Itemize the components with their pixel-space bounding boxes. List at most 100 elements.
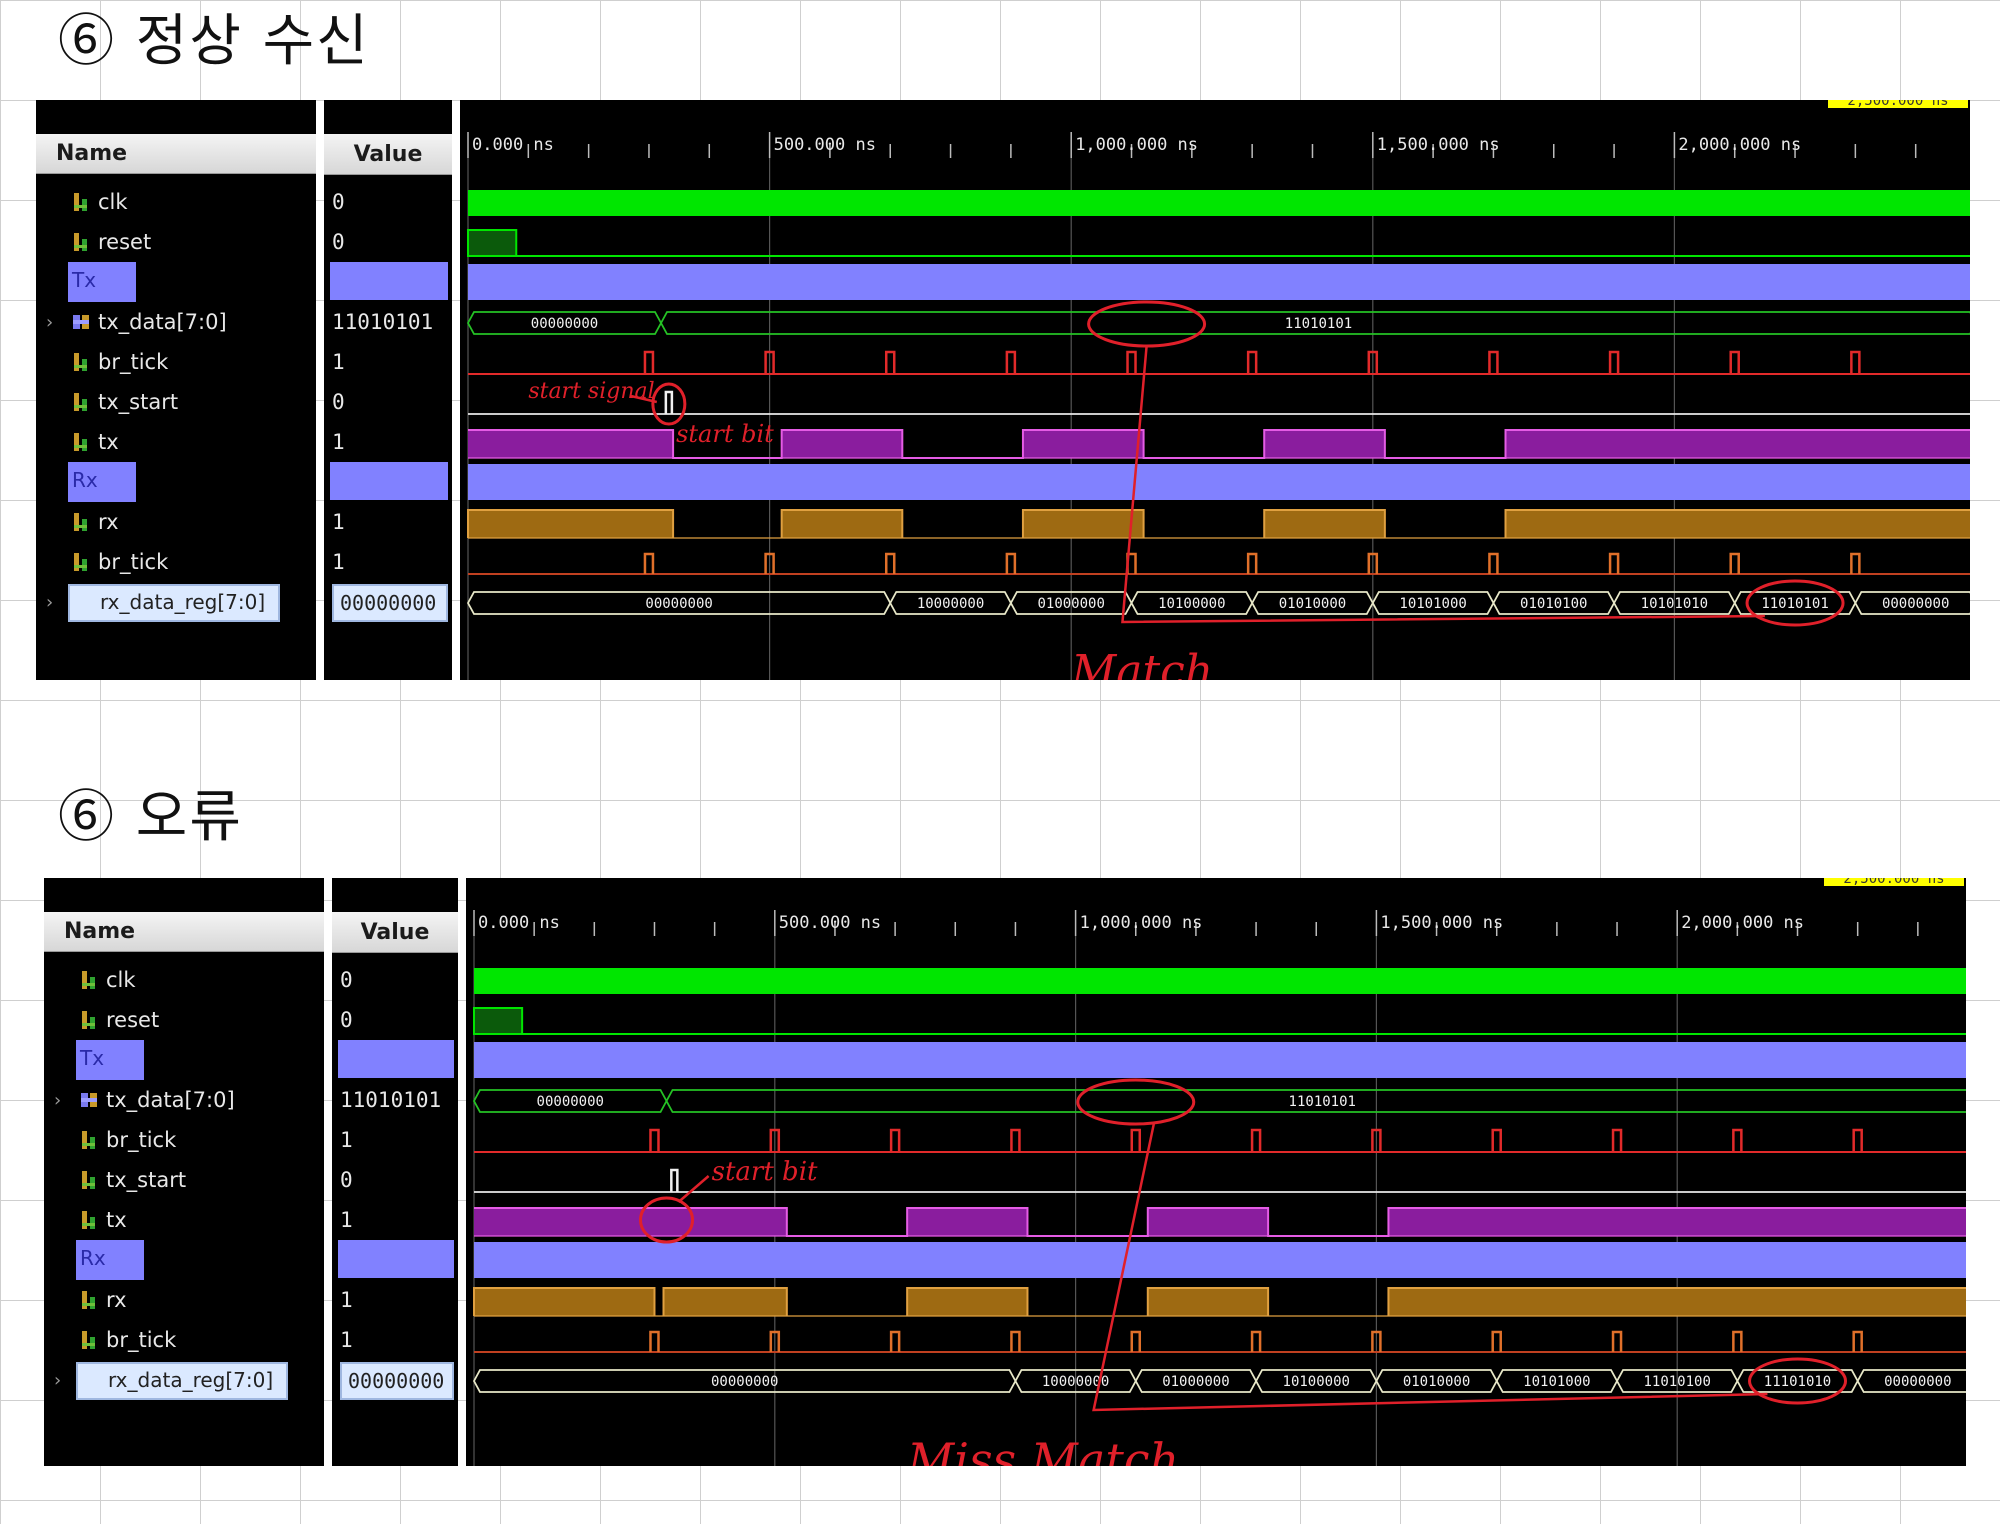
tx-data-bus: 00000000 11010101 [472,1089,1966,1113]
signal-row[interactable]: › tx_data[7:0] [36,302,316,342]
signal-value: 0 [332,390,345,414]
bus-value-label: 01010000 [1279,596,1346,612]
time-axis-label: 1,500.000 ns [1377,135,1500,155]
signal-icon [80,1289,98,1311]
signal-value: 1 [332,350,345,374]
signal-name-selected[interactable]: rx_data_reg[7:0] [76,1362,288,1400]
heading-error: ⑥ 오류 [58,785,243,850]
value-column-header[interactable]: Value [324,134,452,175]
signal-row[interactable]: br_tick [44,1120,324,1160]
bus-value-label: 01000000 [1037,596,1104,612]
signal-group-tx[interactable]: Tx [68,262,136,302]
signal-value: 1 [340,1288,353,1312]
bus-value-label: 11101010 [1764,1374,1831,1390]
expand-chevron-icon[interactable]: › [54,1369,62,1391]
bus-value-label: 10100000 [1283,1374,1350,1390]
signal-row[interactable]: tx_start [44,1160,324,1200]
group-value-bar [330,462,448,500]
signal-row[interactable]: rx [36,502,316,542]
signal-value: 1 [340,1208,353,1232]
signal-row[interactable]: br_tick [36,342,316,382]
signal-value: 0 [332,230,345,254]
signal-value: 1 [340,1328,353,1352]
cursor-time-label: 2,500.000 ns [1843,878,1944,887]
clk-wave [468,190,1970,216]
annotation-miss-match: Miss Match [906,1433,1179,1466]
signal-name: reset [98,230,152,254]
value-column-header[interactable]: Value [332,912,458,953]
annotation-start-bit: start bit [712,1157,818,1187]
signal-value: 0 [340,1168,353,1192]
signal-name-selected[interactable]: rx_data_reg[7:0] [68,584,280,622]
reset-wave [467,229,1970,257]
name-column-header[interactable]: Name [44,912,324,952]
expand-chevron-icon[interactable]: › [46,311,54,333]
br-tick-wave [468,350,1970,375]
waveform-area: 2,500.000 ns 0.000 ns 500.000 ns 1,000.000 … [466,878,1966,1466]
signal-name: clk [106,968,136,992]
tx-start-wave [468,390,1970,415]
time-axis-label: 1,000.000 ns [1075,135,1198,155]
signal-row[interactable]: reset [44,1000,324,1040]
signal-row[interactable]: › rx_data_reg[7:0] [36,582,316,622]
cursor-marker[interactable]: 2,500.000 ns [1828,100,1968,109]
waveform-canvas[interactable]: 2,500.000 ns 0.000 ns 500.000 ns 1,000.000 … [460,100,1970,680]
time-axis-label: 500.000 ns [774,135,876,155]
time-axis-label: 2,000.000 ns [1678,135,1801,155]
signal-row[interactable]: clk [36,182,316,222]
name-column-header[interactable]: Name [36,134,316,174]
rx-br-tick-wave [468,552,1970,575]
name-column: Name clk reset Tx › tx_data[7:0] br_tick tx_sta… [36,100,316,680]
expand-chevron-icon[interactable]: › [46,591,54,613]
signal-value: 11010101 [332,310,434,334]
signal-group-rx[interactable]: Rx [68,462,136,502]
cursor-marker[interactable]: 2,500.000 ns [1824,878,1964,887]
signal-name: tx_start [106,1168,187,1192]
rx-wave [473,1287,1966,1317]
rx-group-bar [468,464,1970,500]
value-column: Value 0 0 11010101 1 0 1 1 1 00000000 [332,878,458,1466]
signal-icon [72,351,90,373]
clk-wave [474,968,1966,994]
signal-row[interactable]: tx_start [36,382,316,422]
br-tick-wave [474,1128,1966,1153]
time-axis-label: 0.000 ns [478,913,560,933]
bus-value-label: 10101000 [1399,596,1466,612]
signal-row[interactable]: br_tick [36,542,316,582]
rx-data-reg-bus: 00000000 10000000 01000000 10100000 01010000… [472,1369,1966,1393]
signal-group-rx[interactable]: Rx [76,1240,144,1280]
signal-name: clk [98,190,128,214]
waveform-area: 2,500.000 ns 0.000 ns 500.000 ns 1,000.000 … [460,100,1970,680]
signal-value: 0 [340,1008,353,1032]
signal-name: br_tick [98,350,169,374]
name-column: Name clk reset Tx › tx_data[7:0] br_tick tx_sta… [44,878,324,1466]
time-axis-label: 1,000.000 ns [1080,913,1203,933]
waveform-canvas[interactable]: 2,500.000 ns 0.000 ns 500.000 ns 1,000.000 … [466,878,1966,1466]
group-value-bar [330,262,448,300]
signal-row[interactable]: br_tick [44,1320,324,1360]
tx-wave [474,1207,1966,1237]
expand-chevron-icon[interactable]: › [54,1089,62,1111]
signal-value-selected: 00000000 [340,1362,454,1400]
signal-icon [72,431,90,453]
annotation-match: Match [1070,646,1213,680]
time-axis-label: 0.000 ns [472,135,554,155]
signal-icon [80,1209,98,1231]
annotation-start-bit: start bit [676,420,774,448]
signal-icon [80,1169,98,1191]
tx-group-bar [474,1042,1966,1078]
signal-row[interactable]: clk [44,960,324,1000]
signal-row[interactable]: › tx_data[7:0] [44,1080,324,1120]
signal-row[interactable]: › rx_data_reg[7:0] [44,1360,324,1400]
rx-group-bar [474,1242,1966,1278]
annotations: start bit Miss Match [639,1078,1848,1466]
signal-icon [72,191,90,213]
signal-row[interactable]: rx [44,1280,324,1320]
signal-group-tx[interactable]: Tx [76,1040,144,1080]
time-axis-label: 500.000 ns [779,913,881,933]
signal-row[interactable]: reset [36,222,316,262]
bus-value-label: 10100000 [1158,596,1225,612]
signal-row[interactable]: tx [44,1200,324,1240]
signal-row[interactable]: tx [36,422,316,462]
rx-wave [467,509,1970,539]
